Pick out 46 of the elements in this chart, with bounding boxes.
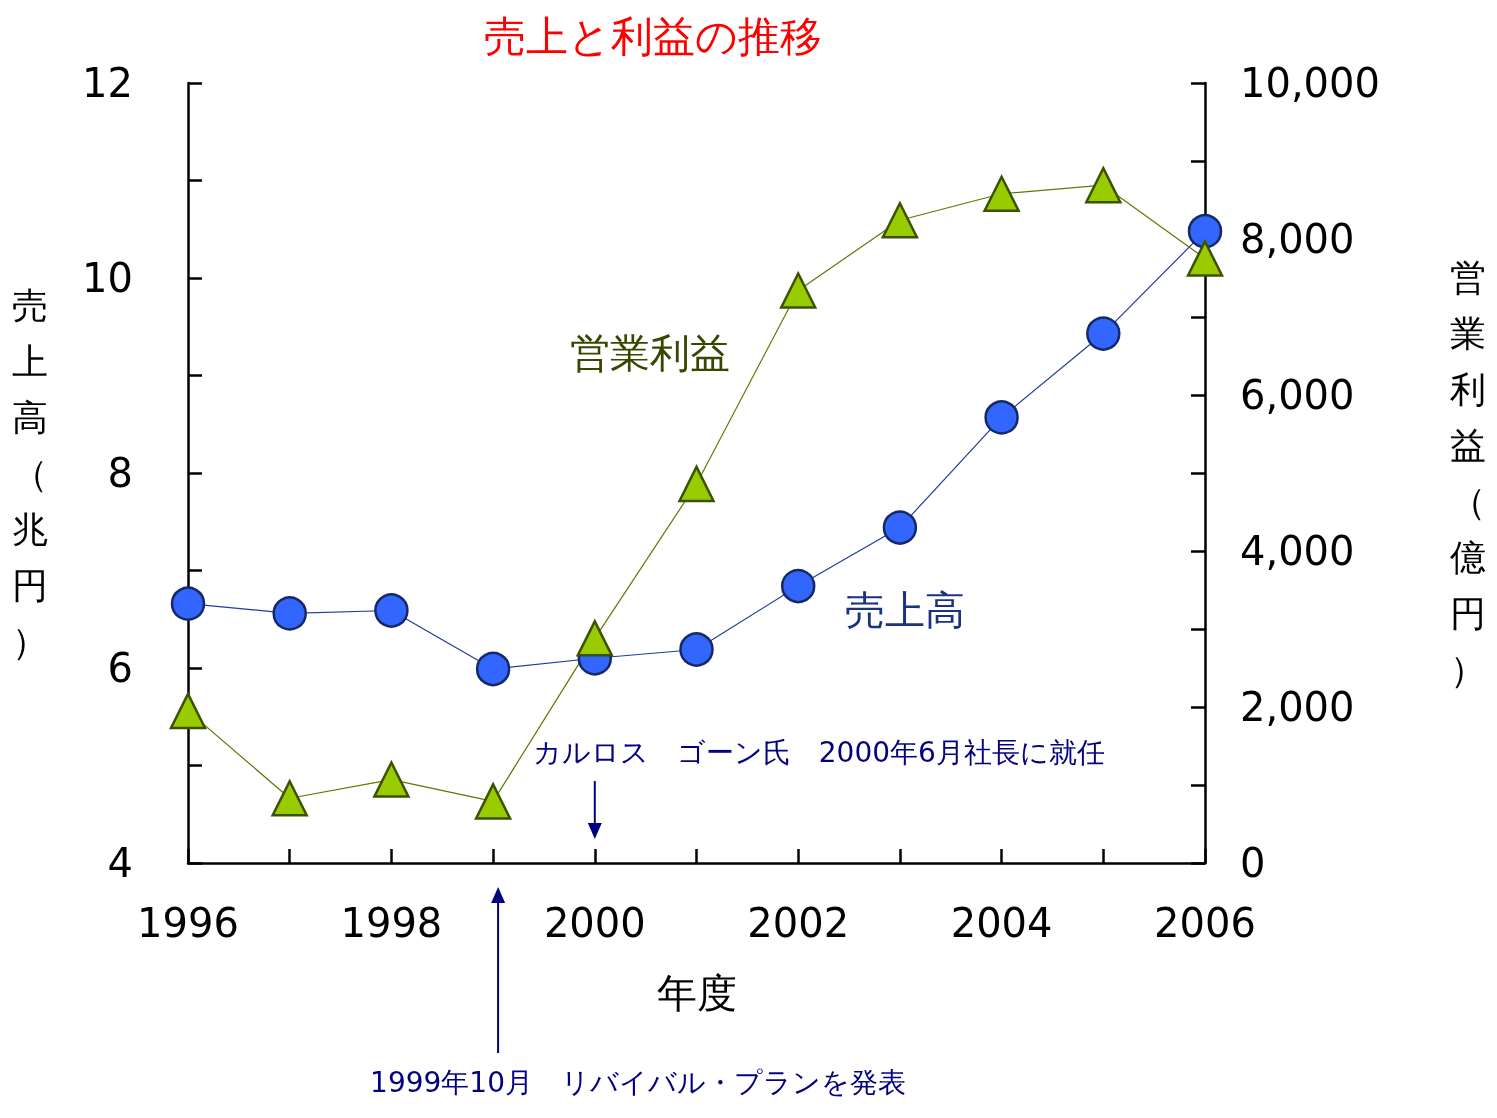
point: [780, 568, 816, 604]
point: [373, 761, 410, 798]
point: [474, 783, 512, 820]
y2-axis-title: 営業利益（億円）: [1450, 256, 1486, 690]
series-label: 営業利益: [569, 330, 730, 377]
y-tick-label: 8: [107, 450, 133, 496]
point: [272, 596, 307, 631]
point: [983, 175, 1020, 213]
point: [779, 272, 817, 309]
series-label: 売上高: [844, 586, 965, 633]
point: [882, 510, 918, 545]
x-tick-label: 2000: [543, 900, 646, 946]
y-tick-label: 6: [107, 645, 133, 691]
y-tick-label: 10: [82, 255, 133, 301]
point: [374, 593, 409, 628]
point: [678, 465, 715, 503]
y2-tick-label: 0: [1240, 840, 1266, 886]
y-tick-label: 12: [82, 60, 133, 106]
point: [475, 651, 511, 687]
y2-tick-label: 10,000: [1240, 60, 1380, 106]
y-tick-label: 4: [107, 840, 133, 886]
point: [271, 780, 308, 817]
y2-tick-label: 8,000: [1240, 216, 1355, 262]
point: [1086, 316, 1121, 351]
point: [576, 620, 614, 657]
point: [1085, 166, 1122, 204]
point: [169, 692, 207, 730]
annotation: カルロス ゴーン氏 2000年6月社長に就任: [532, 735, 1105, 769]
point: [170, 586, 206, 621]
point: [984, 400, 1019, 435]
x-tick-label: 1996: [137, 900, 239, 946]
x-axis-title: 年度: [656, 970, 737, 1016]
point: [679, 632, 714, 667]
x-tick-label: 1998: [340, 900, 443, 946]
point: [881, 202, 919, 239]
y2-tick-label: 4,000: [1240, 528, 1355, 574]
x-tick-label: 2002: [747, 900, 850, 946]
point: [1186, 240, 1224, 277]
point: [1187, 213, 1223, 249]
chart-title: 売上と利益の推移: [484, 11, 822, 61]
text: 1999年10月 リバイバル・プランを発表: [370, 1065, 906, 1099]
x-tick-label: 2006: [1154, 900, 1256, 946]
y2-tick-label: 2,000: [1240, 684, 1355, 730]
x-tick-label: 2004: [950, 900, 1053, 946]
y-axis-title: 売上高（兆円）: [12, 284, 48, 662]
y2-tick-label: 6,000: [1240, 372, 1355, 418]
